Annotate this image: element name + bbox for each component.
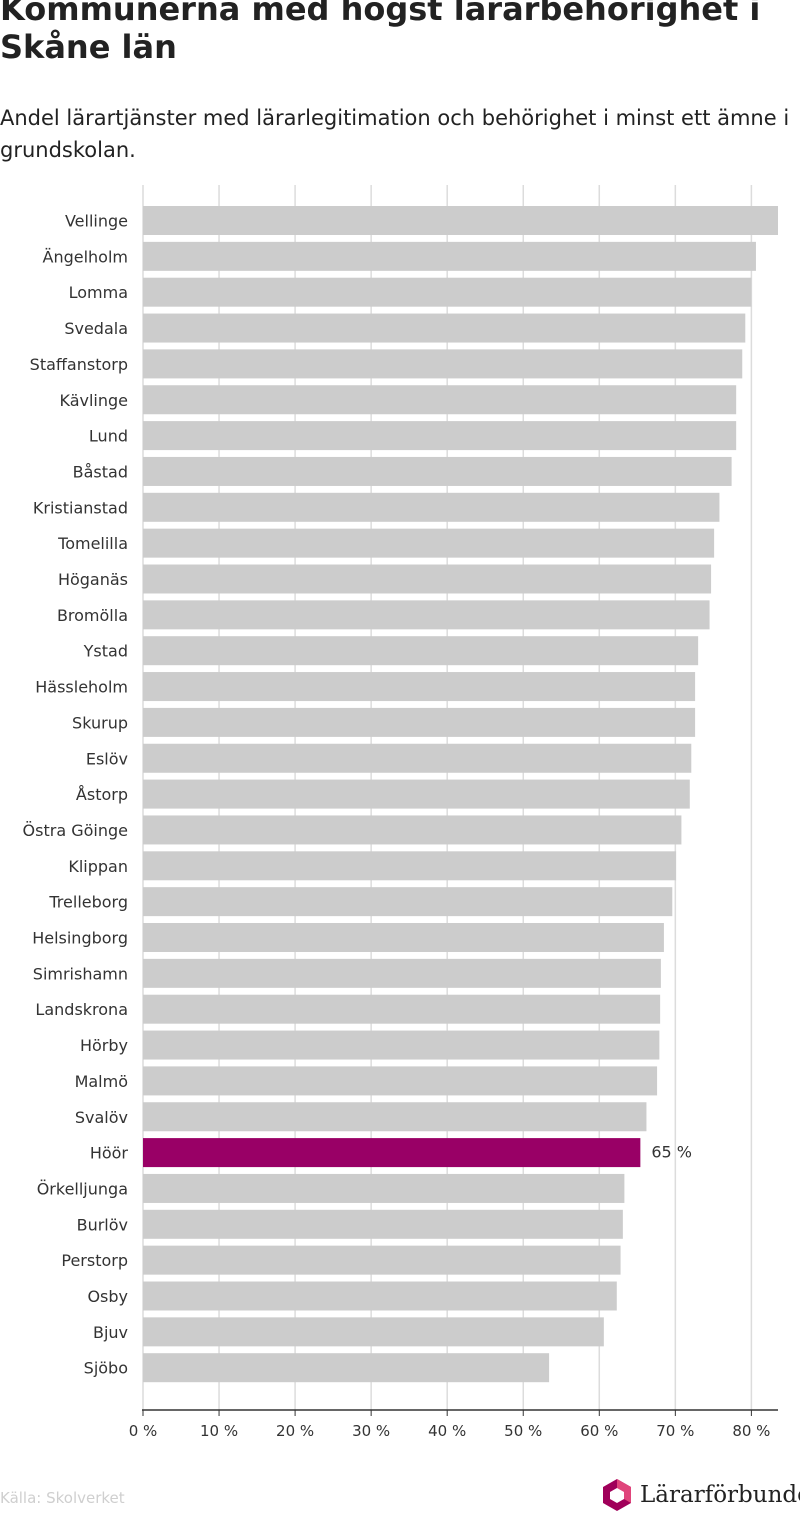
x-tick-label: 50 % [504, 1422, 542, 1440]
bar [143, 887, 673, 917]
bar-chart: 0 % 10 % 20 % 30 % 40 % 50 % 60 % 70 % 80 % Velli… [23, 185, 778, 1440]
category-label: Tomelilla [57, 534, 128, 553]
category-label: Ängelholm [43, 247, 129, 266]
bar [143, 1102, 647, 1132]
bar [143, 743, 692, 773]
bar [143, 923, 664, 952]
category-label: Svalöv [75, 1108, 128, 1127]
category-label: Bromölla [57, 606, 128, 625]
category-label: Malmö [75, 1072, 128, 1091]
bar [143, 1353, 550, 1383]
category-label: Östra Göinge [23, 821, 128, 840]
x-tick-label: 60 % [580, 1422, 618, 1440]
x-tick-label: 20 % [276, 1422, 314, 1440]
x-tick-label: 10 % [200, 1422, 238, 1440]
bar [143, 456, 732, 486]
source-note: Källa: Skolverket [0, 1489, 125, 1507]
bar [143, 1281, 617, 1311]
category-label: Helsingborg [32, 929, 128, 948]
x-tick-label: 40 % [428, 1422, 466, 1440]
bar [143, 600, 710, 630]
category-label: Sjöbo [84, 1359, 128, 1378]
category-label: Höganäs [58, 570, 128, 589]
bar [143, 1209, 623, 1239]
x-tick-label: 30 % [352, 1422, 390, 1440]
category-label: Burlöv [77, 1215, 128, 1234]
bar [143, 779, 690, 809]
bar [143, 1317, 604, 1347]
bar [143, 349, 743, 379]
category-label: Åstorp [76, 785, 128, 804]
category-label: Skurup [72, 713, 128, 732]
bar [143, 421, 737, 451]
logo-hexagon-icon [603, 1479, 631, 1511]
bar [143, 385, 737, 415]
category-label: Kristianstad [33, 498, 128, 517]
category-label: Landskrona [35, 1000, 128, 1019]
bar [143, 1245, 621, 1275]
chart-title: Kommunerna med högst lärarbehörighet i S… [0, 0, 761, 66]
bar [143, 277, 752, 307]
bar [143, 564, 712, 594]
bar [143, 1173, 625, 1203]
bar [143, 492, 720, 522]
brand-logo[interactable]: Lärarförbundet [601, 1477, 800, 1513]
category-label: Bjuv [93, 1323, 128, 1342]
bar [143, 1066, 658, 1096]
bar [143, 672, 696, 702]
bar [143, 636, 699, 666]
bar [143, 958, 661, 988]
category-label: Örkelljunga [37, 1179, 128, 1198]
category-label: Eslöv [86, 749, 128, 768]
x-tick-label: 0 % [129, 1422, 158, 1440]
bar [143, 1030, 660, 1060]
bar [143, 707, 696, 737]
bar [143, 815, 682, 845]
category-label: Perstorp [61, 1251, 128, 1270]
category-label: Kävlinge [59, 391, 128, 410]
x-tick-label: 70 % [656, 1422, 694, 1440]
category-label: Simrishamn [33, 964, 128, 983]
bar [143, 241, 756, 271]
bar [143, 1138, 641, 1168]
bar [143, 528, 715, 558]
bar [143, 994, 661, 1024]
category-label: Staffanstorp [30, 355, 128, 374]
category-label: Lomma [69, 283, 128, 302]
category-label: Ystad [83, 642, 128, 661]
category-label: Vellinge [65, 212, 128, 231]
chart-subtitle: Andel lärartjänster med lärarlegitimatio… [0, 106, 790, 162]
category-label: Trelleborg [48, 893, 128, 912]
category-label: Hörby [80, 1036, 128, 1055]
bar [143, 206, 778, 235]
data-label: 65 % [651, 1143, 692, 1162]
category-label: Osby [87, 1287, 128, 1306]
category-label: Svedala [64, 319, 128, 338]
x-tick-label: 80 % [732, 1422, 770, 1440]
category-label: Höör [90, 1144, 129, 1163]
logo-text: Lärarförbundet [640, 1482, 800, 1508]
category-label: Klippan [68, 857, 128, 876]
category-label: Båstad [73, 462, 128, 481]
category-label: Hässleholm [35, 678, 128, 697]
bar [143, 851, 677, 881]
bar [143, 313, 746, 343]
category-label: Lund [89, 427, 128, 446]
